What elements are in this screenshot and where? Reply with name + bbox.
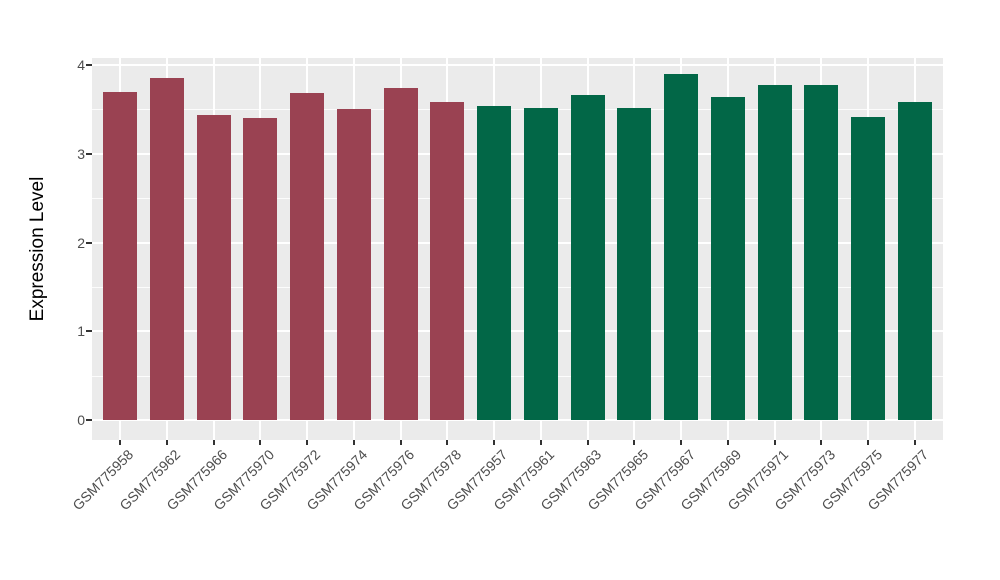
bar-GSM775976: [383, 88, 418, 420]
y-tick-label: 0: [77, 412, 85, 428]
x-tick-mark: [446, 440, 449, 445]
y-tick-mark: [86, 152, 92, 155]
bar-GSM775978: [430, 102, 465, 420]
x-tick-mark: [867, 440, 870, 445]
bar-GSM775963: [570, 95, 605, 420]
y-tick-label: 4: [77, 57, 85, 73]
x-tick-mark: [399, 440, 402, 445]
gridline-major: [92, 241, 943, 244]
y-tick-mark: [86, 64, 92, 66]
bar-GSM775961: [523, 107, 558, 420]
bar-GSM775973: [804, 85, 839, 420]
gridline-major: [92, 152, 943, 155]
bar-GSM775966: [196, 114, 231, 420]
gridline-minor: [92, 109, 943, 111]
x-tick-mark: [773, 440, 776, 445]
bar-GSM775974: [336, 109, 371, 420]
x-tick-mark: [259, 440, 262, 445]
x-tick-mark: [352, 440, 355, 445]
x-tick-mark: [633, 440, 636, 445]
x-tick-mark: [913, 440, 916, 445]
x-tick-mark: [212, 440, 215, 445]
y-tick-label: 1: [77, 323, 85, 340]
x-tick-mark: [586, 440, 589, 445]
x-tick-mark: [820, 440, 823, 445]
gridline-minor: [92, 375, 943, 377]
x-tick-mark: [680, 440, 683, 445]
y-tick-mark: [86, 419, 92, 421]
bar-GSM775969: [710, 96, 745, 420]
gridline-major: [92, 64, 943, 66]
bar-GSM775965: [617, 108, 652, 420]
x-tick-mark: [539, 440, 542, 445]
y-tick-mark: [86, 330, 92, 333]
x-tick-mark: [119, 440, 121, 445]
x-tick-mark: [165, 440, 168, 445]
bar-GSM775962: [149, 78, 184, 420]
gridline-major: [92, 330, 943, 333]
bar-GSM775977: [897, 102, 932, 420]
y-tick-mark: [86, 241, 92, 244]
x-tick-mark: [306, 440, 309, 445]
bar-GSM775972: [290, 92, 325, 420]
gridline-major: [92, 419, 943, 421]
gridline-minor: [92, 198, 943, 200]
bar-GSM775970: [243, 118, 278, 420]
y-tick-label: 2: [77, 234, 85, 251]
y-tick-label: 3: [77, 145, 85, 162]
bar-GSM775958: [103, 91, 137, 420]
bar-GSM775957: [477, 105, 512, 420]
bar-GSM775971: [757, 84, 792, 420]
bar-GSM775967: [664, 73, 699, 420]
gridline-minor: [92, 286, 943, 288]
bar-GSM775975: [851, 117, 886, 420]
plot-panel: [92, 58, 943, 440]
x-tick-mark: [726, 440, 729, 445]
x-tick-mark: [493, 440, 496, 445]
